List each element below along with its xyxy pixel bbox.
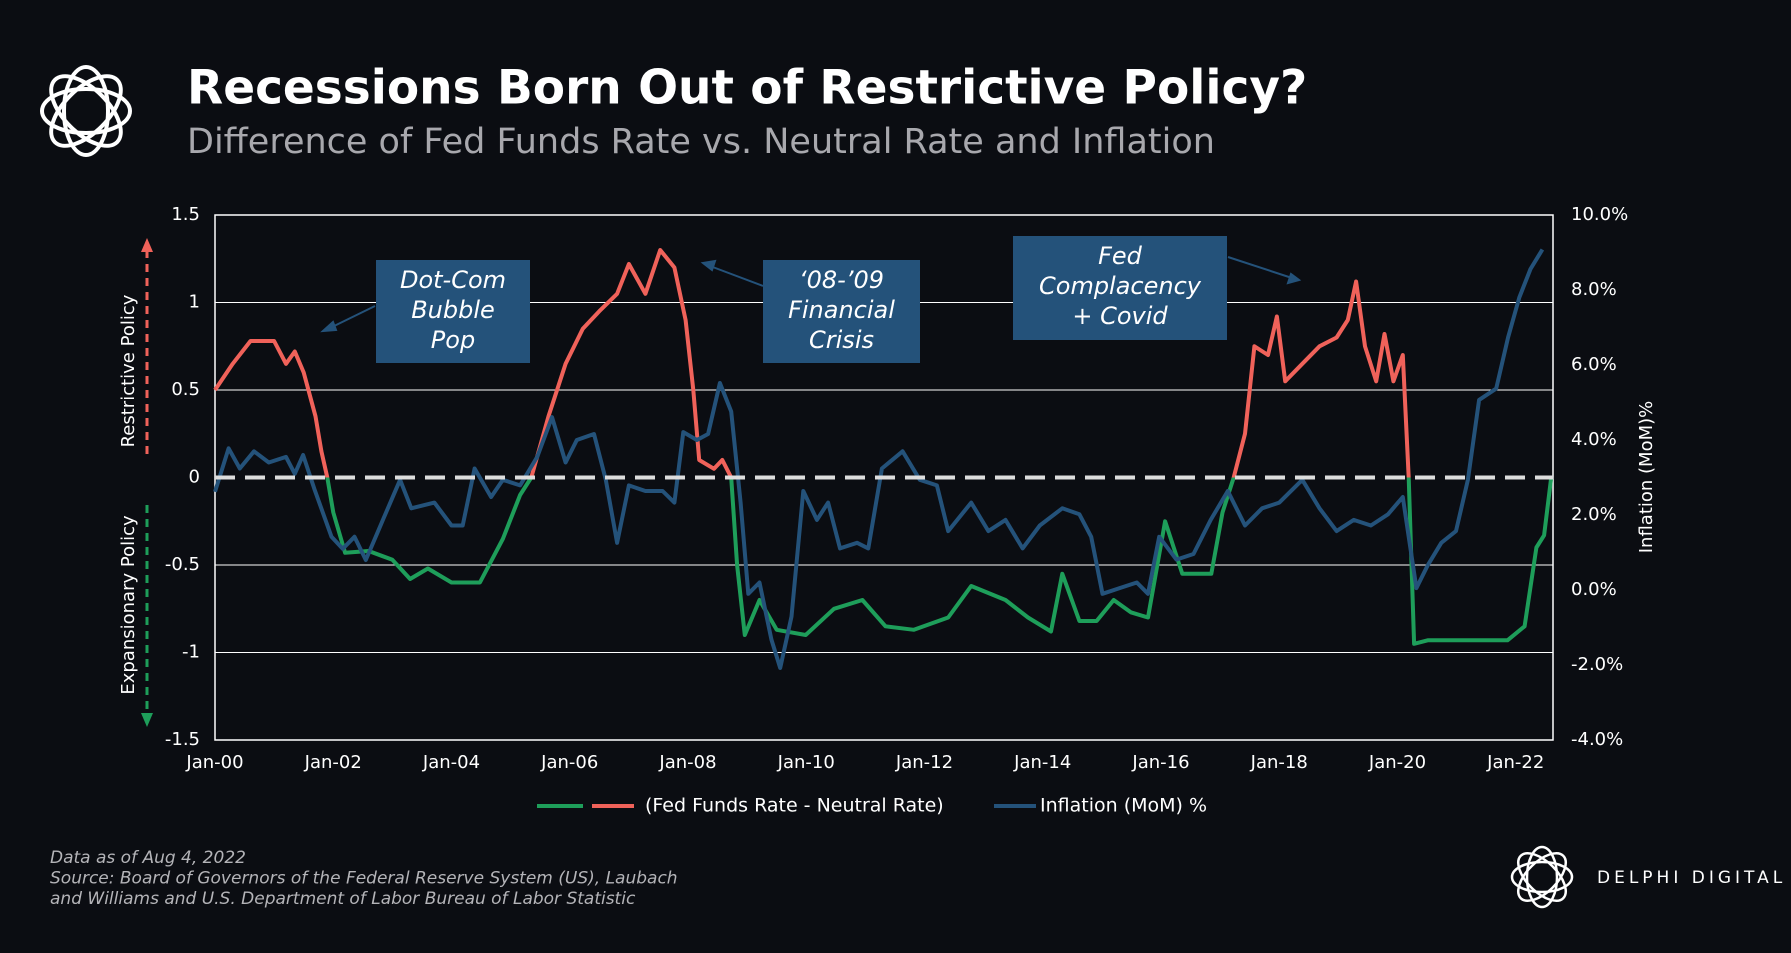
x-tick-label: Jan-08 — [658, 752, 716, 773]
annotation-text: Financial — [788, 296, 895, 324]
annotation-text: Crisis — [809, 326, 874, 354]
y-tick-label: -1 — [182, 642, 200, 663]
y2-tick-label: 8.0% — [1571, 279, 1617, 300]
arrow-head — [141, 238, 153, 252]
y-tick-label: 1 — [189, 292, 200, 313]
annotation-arrows — [320, 256, 1302, 333]
y2-tick-label: 6.0% — [1571, 354, 1617, 375]
x-tick-label: Jan-14 — [1013, 752, 1071, 773]
x-tick-label: Jan-10 — [777, 752, 835, 773]
x-tick-label: Jan-22 — [1486, 752, 1544, 773]
y-label-top: Restrictive Policy — [118, 294, 139, 447]
x-tick-label: Jan-06 — [540, 752, 598, 773]
y-label-bottom: Expansionary Policy — [118, 515, 139, 695]
annotation-box — [1013, 236, 1227, 340]
annotation-text: Dot-Com — [400, 266, 506, 294]
y2-tick-label: -4.0% — [1571, 729, 1623, 750]
x-tick-label: Jan-16 — [1131, 752, 1189, 773]
y2-tick-label: -2.0% — [1571, 654, 1623, 675]
y-tick-label: 1.5 — [171, 204, 200, 225]
logo — [40, 65, 132, 157]
legend-label: Inflation (MoM) % — [1040, 795, 1207, 817]
x-tick-label: Jan-00 — [185, 752, 243, 773]
annotation-box — [376, 260, 530, 363]
subtitle: Difference of Fed Funds Rate vs. Neutral… — [187, 122, 1215, 162]
y-tick-label: 0 — [189, 467, 200, 488]
footnote: and Williams and U.S. Department of Labo… — [50, 889, 636, 909]
y2-tick-label: 2.0% — [1571, 504, 1617, 525]
brand: DELPHI DIGITAL — [1597, 868, 1786, 888]
y-tick-label: -0.5 — [165, 554, 200, 575]
x-tick-label: Jan-12 — [895, 752, 953, 773]
annotation-text: Complacency — [1039, 272, 1202, 300]
annotation-text: Fed — [1098, 242, 1143, 270]
y2-tick-label: 10.0% — [1571, 204, 1628, 225]
annotation-box — [763, 260, 920, 363]
x-tick-label: Jan-02 — [304, 752, 362, 773]
x-tick-label: Jan-18 — [1250, 752, 1308, 773]
y2-label: Inflation (MoM)% — [1636, 401, 1657, 554]
annotation-text: Bubble — [411, 296, 495, 324]
y2-tick-label: 4.0% — [1571, 429, 1617, 450]
x-tick-label: Jan-04 — [422, 752, 480, 773]
arrow-head — [141, 713, 153, 727]
y-tick-label: 0.5 — [171, 379, 200, 400]
annotation-text: Pop — [431, 326, 475, 354]
brand-logo — [1510, 845, 1574, 909]
y2-tick-label: 0.0% — [1571, 579, 1617, 600]
y-tick-label: -1.5 — [165, 729, 200, 750]
annotation-text: + Covid — [1072, 302, 1168, 330]
series-line — [213, 248, 1545, 670]
series-line — [213, 248, 1554, 646]
footnote: Data as of Aug 4, 2022 — [50, 848, 246, 868]
legend-label: (Fed Funds Rate - Neutral Rate) — [645, 795, 944, 817]
footnote: Source: Board of Governors of the Federa… — [50, 869, 678, 889]
x-tick-label: Jan-20 — [1368, 752, 1426, 773]
annotation-text: ‘08-’09 — [799, 266, 884, 294]
title: Recessions Born Out of Restrictive Polic… — [187, 61, 1307, 116]
